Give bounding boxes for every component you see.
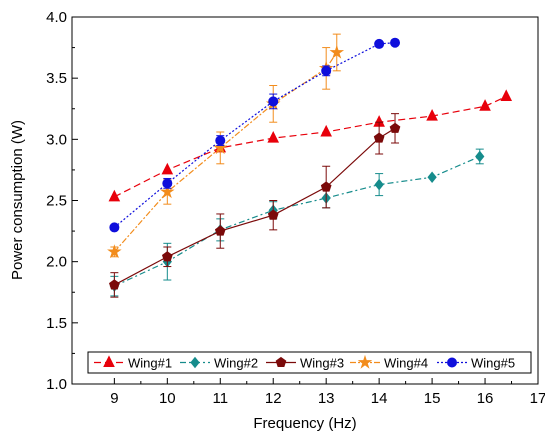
legend: Wing#1 Wing#2 Wing#3 Wing#4 Wing#5 (87, 351, 532, 374)
x-tick-label: 14 (371, 390, 388, 407)
data-point (267, 130, 280, 143)
y-axis-label: Power consumption (W) (9, 120, 26, 280)
series-wing1 (108, 89, 513, 202)
legend-marker (190, 356, 200, 369)
data-point (268, 96, 279, 107)
y-tick-label: 2.0 (46, 254, 67, 271)
plot-frame (71, 16, 539, 385)
data-point (374, 178, 384, 191)
legend-marker (447, 357, 457, 368)
data-point (320, 124, 332, 137)
data-point (107, 244, 122, 259)
legend-marker (103, 355, 115, 367)
data-point (426, 108, 438, 121)
legend-box (87, 351, 532, 374)
series-line (113, 42, 396, 228)
legend-label: Wing#5 (471, 356, 515, 371)
legend-marker (275, 356, 287, 368)
data-point (321, 65, 332, 76)
x-tick-label: 11 (212, 390, 228, 407)
data-point (320, 181, 332, 192)
x-tick-label: 9 (110, 390, 118, 407)
data-point (427, 171, 437, 184)
data-point (475, 150, 485, 163)
legend-item: Wing#3 (266, 356, 344, 371)
series-line (114, 127, 396, 286)
x-axis-label: Frequency (Hz) (253, 415, 356, 432)
data-point (267, 209, 279, 220)
x-tick-label: 16 (477, 390, 494, 407)
y-tick-label: 3.0 (46, 131, 67, 148)
x-tick-label: 17 (530, 390, 545, 407)
data-point (212, 140, 228, 155)
data-point (500, 89, 513, 102)
data-point (109, 222, 120, 233)
legend-item: Wing#5 (437, 356, 515, 371)
data-point (389, 122, 401, 133)
series-line (114, 95, 507, 198)
x-tick-label: 15 (424, 390, 441, 407)
y-tick-label: 3.5 (46, 70, 67, 87)
axis-ticks: 9 10 11 12 13 14 15 16 17 1.0 1.5 2.0 2.5 3.0 3.5 4.0 (46, 9, 545, 407)
data-point (162, 178, 173, 189)
legend-item: Wing#1 (94, 355, 172, 371)
data-point (329, 44, 345, 59)
series-layer (107, 33, 513, 298)
data-point (161, 162, 174, 175)
data-point (215, 135, 226, 146)
series-wing5 (109, 37, 401, 233)
y-tick-label: 1.0 (46, 376, 67, 393)
legend-label: Wing#1 (128, 356, 172, 371)
legend-marker (357, 354, 373, 369)
legend-label: Wing#4 (384, 356, 428, 371)
data-point (160, 184, 175, 199)
data-point (109, 279, 120, 290)
series-wing3 (109, 113, 401, 298)
data-point (373, 132, 385, 143)
legend-item: Wing#2 (180, 356, 258, 371)
x-tick-label: 12 (265, 390, 282, 407)
y-tick-label: 2.5 (46, 193, 67, 210)
data-point (161, 251, 173, 262)
legend-label: Wing#2 (214, 356, 258, 371)
y-tick-label: 4.0 (46, 9, 67, 26)
y-tick-label: 1.5 (46, 315, 67, 332)
legend-item: Wing#4 (350, 354, 428, 371)
data-point (214, 225, 226, 236)
data-point (374, 38, 385, 49)
x-tick-label: 13 (318, 390, 335, 407)
data-point (479, 99, 491, 111)
data-point (390, 37, 401, 48)
x-tick-label: 10 (159, 390, 176, 407)
data-point (108, 189, 121, 202)
series-wing4 (107, 33, 345, 259)
legend-label: Wing#3 (300, 356, 344, 371)
